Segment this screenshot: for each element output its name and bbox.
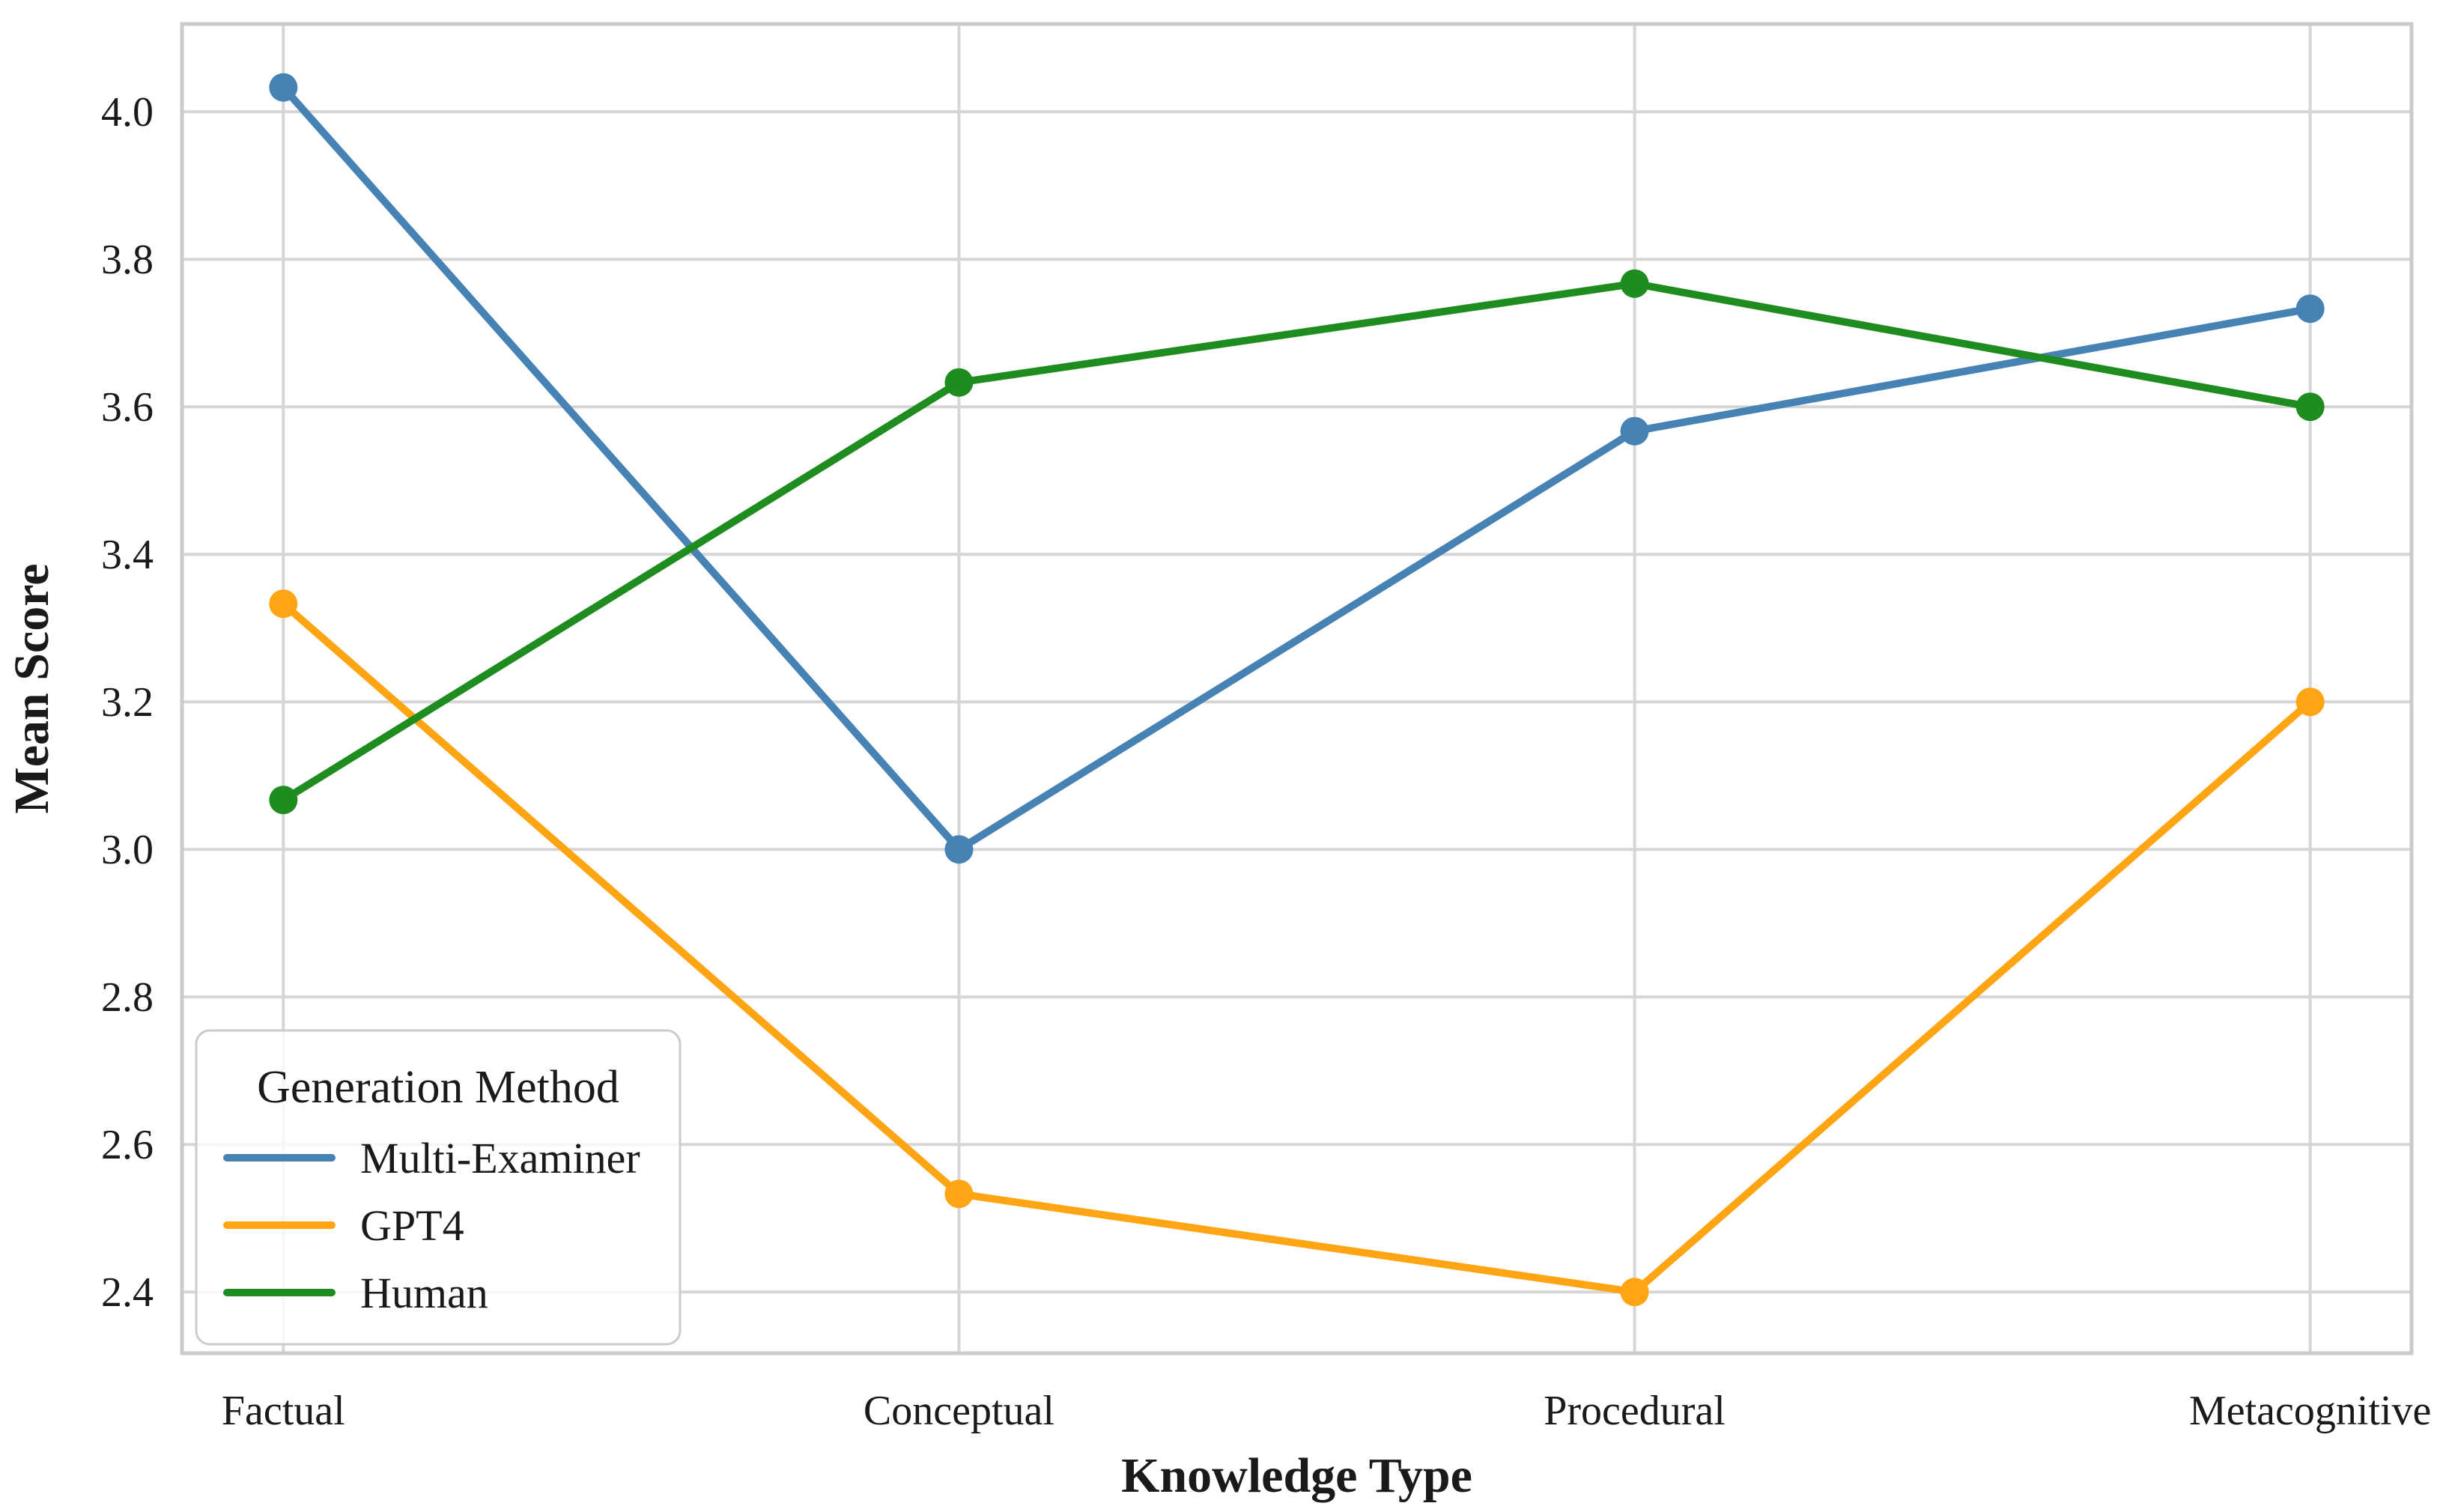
legend-label-gpt4: GPT4 <box>360 1201 464 1250</box>
legend-label-human: Human <box>360 1269 488 1317</box>
y-axis-title: Mean Score <box>4 563 59 813</box>
series-line-multi-examiner <box>279 83 2314 854</box>
data-point-multi-examiner-metacognitive <box>2295 294 2325 324</box>
data-point-human-conceptual <box>944 368 974 397</box>
x-tick-label-conceptual: Conceptual <box>864 1388 1054 1434</box>
y-tick-label-3.2: 3.2 <box>101 679 154 726</box>
y-tick-label-3.6: 3.6 <box>101 384 154 431</box>
y-tick-label-3.0: 3.0 <box>101 827 154 873</box>
y-tick-label-4.0: 4.0 <box>101 89 154 136</box>
legend-label-multi-examiner: Multi-Examiner <box>360 1134 640 1182</box>
legend-box <box>195 1029 682 1346</box>
x-tick-label-factual: Factual <box>222 1388 345 1434</box>
y-tick-label-3.8: 3.8 <box>101 237 154 283</box>
y-tick-label-2.4: 2.4 <box>101 1269 154 1316</box>
data-point-gpt4-conceptual <box>944 1179 974 1209</box>
y-tick-label-2.8: 2.8 <box>101 974 154 1021</box>
data-point-human-metacognitive <box>2295 392 2325 422</box>
y-tick-label-2.6: 2.6 <box>101 1122 154 1168</box>
x-axis-title: Knowledge Type <box>1121 1448 1472 1503</box>
x-tick-label-procedural: Procedural <box>1544 1388 1726 1434</box>
data-point-multi-examiner-conceptual <box>944 835 974 864</box>
data-point-human-procedural <box>1620 269 1649 298</box>
data-point-gpt4-metacognitive <box>2295 687 2325 717</box>
data-point-multi-examiner-procedural <box>1620 416 1649 446</box>
data-point-multi-examiner-factual <box>269 73 298 102</box>
data-point-gpt4-procedural <box>1620 1278 1649 1307</box>
series-line-human <box>279 279 2314 804</box>
x-tick-label-metacognitive: Metacognitive <box>2189 1388 2431 1434</box>
axes-frame <box>180 22 2414 1355</box>
data-point-human-factual <box>269 786 298 815</box>
y-tick-label-3.4: 3.4 <box>101 532 154 578</box>
series-line-gpt4 <box>279 600 2314 1296</box>
data-point-gpt4-factual <box>269 589 298 619</box>
legend-title: Generation Method <box>257 1062 619 1113</box>
